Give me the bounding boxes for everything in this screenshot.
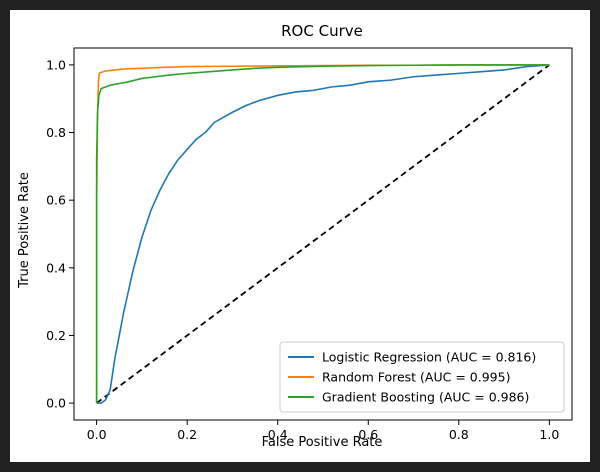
y-tick-label: 0.0 (46, 396, 66, 411)
y-tick-label: 0.6 (46, 193, 66, 208)
reference-diagonal-line (96, 64, 550, 404)
reference-line-layer (96, 64, 550, 404)
plot-area: 0.0 0.2 0.4 0.6 0.8 1.0 0.0 0.2 0.4 0.6 0.8 1.0 (46, 47, 573, 442)
legend-label-1: Random Forest (AUC = 0.995) (322, 370, 510, 385)
legend-label-0: Logistic Regression (AUC = 0.816) (322, 350, 536, 365)
y-tick-label: 0.2 (46, 328, 66, 343)
chart-title: ROC Curve (281, 22, 363, 40)
y-axis-label: True Positive Rate (17, 172, 32, 289)
x-axis-ticks: 0.0 0.2 0.4 0.6 0.8 1.0 (87, 420, 559, 442)
legend: Logistic Regression (AUC = 0.816) Random … (279, 341, 565, 413)
legend-box (279, 341, 565, 413)
x-tick-label: 0.4 (268, 427, 288, 442)
x-tick-label: 0.8 (449, 427, 469, 442)
y-tick-label: 1.0 (46, 57, 66, 72)
x-tick-label: 1.0 (539, 427, 559, 442)
y-tick-label: 0.4 (46, 260, 66, 275)
series-line-0 (96, 64, 550, 404)
legend-label-2: Gradient Boosting (AUC = 0.986) (322, 390, 529, 405)
x-tick-label: 0.2 (177, 427, 197, 442)
series-line-2 (95, 64, 550, 404)
axes-frame (73, 47, 573, 421)
y-axis-ticks: 0.0 0.2 0.4 0.6 0.8 1.0 (46, 57, 74, 411)
series-layer (95, 64, 550, 404)
roc-chart-svg: ROC Curve 0.0 0.2 0.4 0.6 0.8 1.0 0.00.20.40.… (17, 22, 573, 450)
roc-chart-figure: ROC Curve 0.0 0.2 0.4 0.6 0.8 1.0 0.0 0.2 0.4 0.… (10, 10, 590, 462)
x-tick-label: 0.6 (358, 427, 378, 442)
x-tick-label: 0.0 (87, 427, 107, 442)
y-tick-label: 0.8 (46, 125, 66, 140)
x-axis-label: False Positive Rate (262, 435, 383, 450)
